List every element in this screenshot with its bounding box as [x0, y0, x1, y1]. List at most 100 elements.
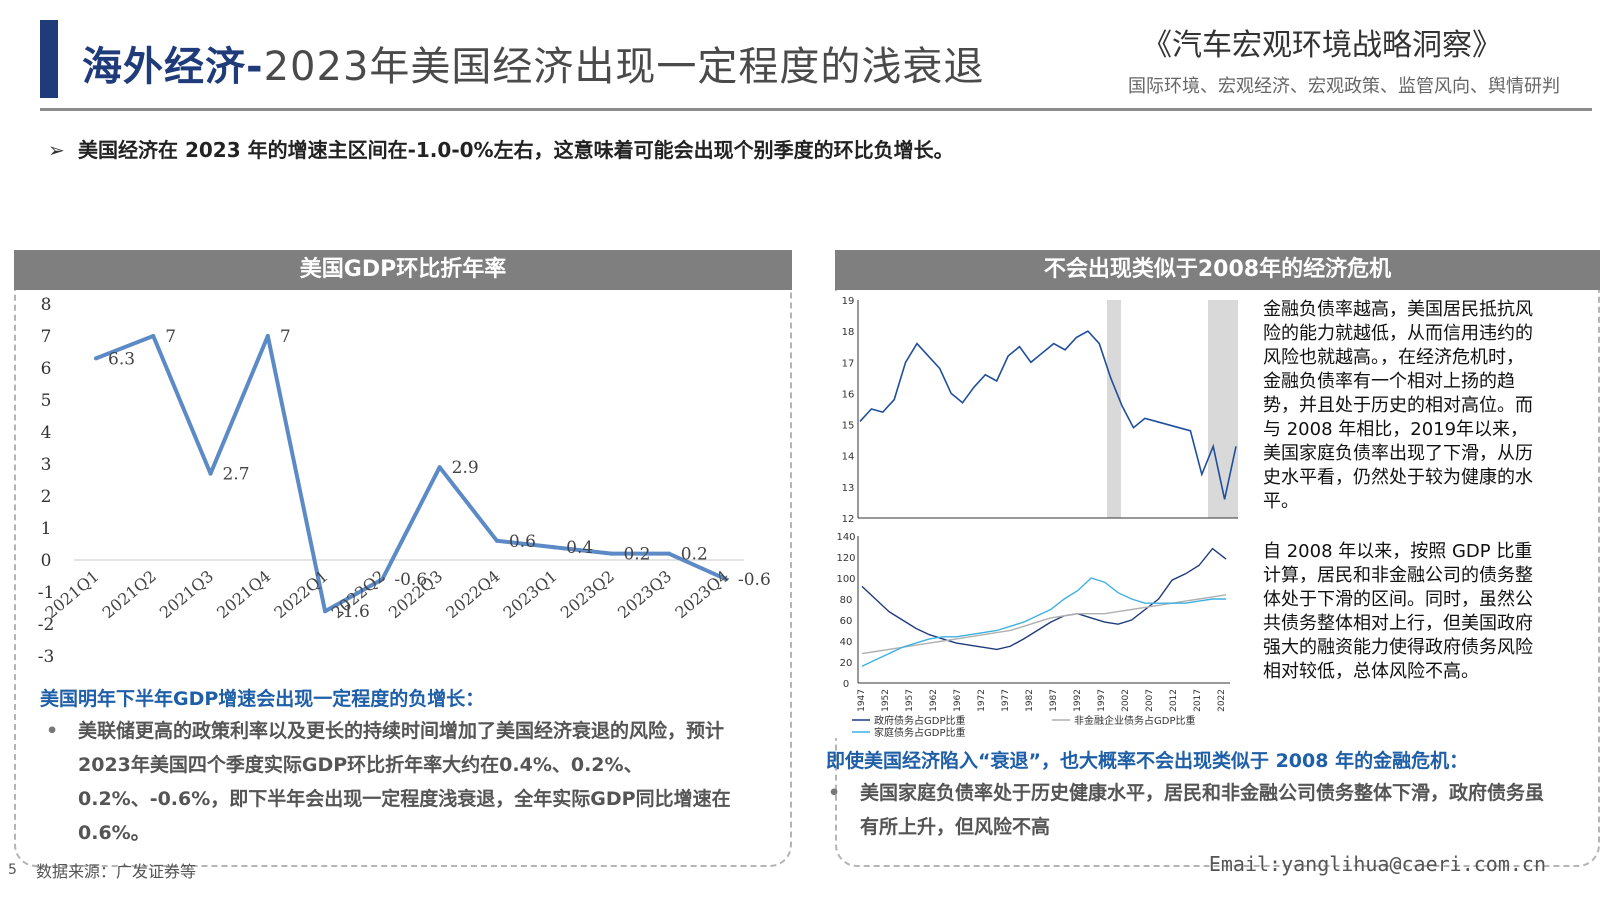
corporate-debt-line — [861, 594, 1227, 655]
government-debt-line — [861, 547, 1227, 651]
x-tick-label: 2023Q2 — [557, 567, 618, 623]
legend-label: 家庭债务占GDP比重 — [874, 726, 965, 738]
x-tick-label: 2022 — [1217, 689, 1227, 712]
y-tick-label: 3 — [41, 455, 52, 475]
data-label: 2.7 — [223, 465, 250, 485]
y-tick-label: 16 — [842, 389, 855, 400]
data-label: 7 — [165, 327, 176, 347]
data-label: -0.6 — [394, 570, 427, 590]
data-label: -0.6 — [738, 570, 771, 590]
y-tick-label: 0 — [41, 551, 52, 571]
x-tick-label: 1952 — [881, 689, 891, 712]
y-tick-label: -2 — [38, 615, 55, 635]
x-tick-label: 1987 — [1049, 689, 1059, 712]
x-tick-label: 1982 — [1025, 689, 1035, 712]
gdp-data-point — [208, 471, 213, 476]
title-accent-bar — [40, 20, 58, 98]
x-tick-label: 2007 — [1145, 689, 1155, 712]
gdp-note-text: 美联储更高的政策利率以及更长的持续时间增加了美国经济衰退的风险，预计2023年美… — [78, 720, 731, 844]
gdp-note-title: 美国明年下半年GDP增速会出现一定程度的负增长： — [40, 688, 485, 710]
brand-title: 《汽车宏观环境战略洞察》 — [1142, 28, 1502, 63]
x-tick-label: 1992 — [1073, 689, 1083, 712]
y-tick-label: 19 — [842, 296, 855, 307]
y-tick-label: 20 — [840, 658, 853, 669]
data-label: 6.3 — [108, 349, 135, 369]
data-label: 0.2 — [623, 545, 650, 565]
y-tick-label: 80 — [840, 595, 853, 606]
y-tick-label: 120 — [836, 553, 855, 564]
x-tick-label: 1977 — [1001, 689, 1011, 712]
crisis-text-2: 自 2008 年以来，按照 GDP 比重计算，居民和非金融公司的债务整体处于下滑… — [1263, 541, 1533, 682]
gdp-data-point — [552, 545, 557, 550]
y-tick-label: 1 — [41, 519, 52, 539]
household-debt-line — [861, 577, 1226, 667]
bullet-dot-icon: • — [46, 720, 59, 742]
legend-label: 非金融企业债务占GDP比重 — [1074, 714, 1195, 727]
data-label: 0.2 — [681, 545, 708, 565]
page-title-rest: 2023年美国经济出现一定程度的浅衰退 — [263, 44, 985, 90]
page-number: 5 — [8, 862, 17, 878]
debt-to-gdp-chart: 140 120 100 80 60 40 20 0 1947 1952 1957 1962 1967 19… — [830, 528, 1250, 738]
data-label: 2.9 — [452, 458, 479, 478]
crisis-note-text: 美国家庭负债率处于历史健康水平，居民和非金融公司债务整体下滑，政府债务虽有所上升… — [860, 782, 1545, 838]
household-debt-ratio-chart: 19 18 17 16 15 14 13 12 — [830, 292, 1250, 528]
y-tick-label: 7 — [41, 327, 52, 347]
summary-line: ➢ 美国经济在 2023 年的增速主区间在-1.0-0%左右，这意味着可能会出现个… — [48, 134, 954, 163]
y-tick-label: 40 — [840, 637, 853, 648]
x-tick-label: 2021Q3 — [156, 567, 217, 623]
gdp-line-chart: 8 7 6 5 4 3 2 1 0 -1 -2 -3 6.3 7 2.7 7 -1.6 -0.6 2.9 0.6 0.4… — [38, 295, 771, 667]
page-title: 海外经济-2023年美国经济出现一定程度的浅衰退 — [82, 34, 984, 92]
y-tick-label: 13 — [842, 483, 855, 494]
y-tick-label: 5 — [41, 391, 52, 411]
y-tick-label: 12 — [842, 514, 855, 525]
y-tick-label: 17 — [842, 358, 855, 369]
gdp-panel-header: 美国GDP环比折年率 — [14, 250, 792, 290]
gdp-data-point — [724, 577, 728, 582]
y-tick-label: 14 — [842, 452, 855, 463]
household-debt-ratio-line — [859, 330, 1237, 500]
x-tick-label: 2021Q4 — [213, 567, 274, 623]
y-tick-label: -1 — [38, 583, 55, 603]
gdp-data-point — [151, 334, 156, 338]
page-title-main: 海外经济- — [82, 44, 264, 90]
y-tick-label: 15 — [842, 421, 855, 432]
data-label: 7 — [280, 327, 291, 347]
gdp-note-body: • 美联储更高的政策利率以及更长的持续时间增加了美国经济衰退的风险，预计2023… — [46, 714, 768, 850]
x-tick-label: 2023Q3 — [614, 567, 675, 623]
gdp-data-point — [609, 551, 614, 556]
brand-subtitle: 国际环境、宏观经济、宏观政策、监管风向、舆情研判 — [1128, 76, 1560, 97]
data-label: 0.4 — [566, 538, 593, 558]
y-tick-label: 0 — [843, 679, 849, 690]
x-tick-label: 1967 — [953, 689, 963, 712]
data-label: -1.6 — [337, 602, 370, 622]
header-divider — [40, 108, 1592, 111]
x-tick-label: 1997 — [1097, 689, 1107, 712]
x-tick-label: 2021Q2 — [99, 567, 160, 623]
x-tick-label: 2017 — [1193, 689, 1203, 712]
x-tick-label: 1947 — [857, 689, 867, 712]
gdp-data-point — [265, 334, 270, 338]
crisis-panel-header: 不会出现类似于2008年的经济危机 — [835, 250, 1600, 290]
recession-shade-2008 — [1107, 300, 1121, 518]
gdp-data-point — [494, 538, 499, 543]
y-tick-label: 2 — [41, 487, 52, 507]
y-tick-label: 60 — [840, 616, 853, 627]
x-tick-label: 2022Q4 — [442, 567, 503, 623]
x-tick-label: 2023Q4 — [671, 567, 732, 623]
y-tick-label: 140 — [836, 532, 855, 543]
data-source: 数据来源：广发证券等 — [36, 862, 197, 881]
crisis-text-1: 金融负债率越高，美国居民抵抗风险的能力就越低，从而信用违约的风险也就越高。，在经… — [1263, 299, 1533, 512]
gdp-data-point — [380, 577, 385, 582]
x-tick-label: 2012 — [1169, 689, 1179, 712]
y-tick-label: -3 — [38, 647, 55, 667]
y-tick-label: 100 — [836, 574, 855, 585]
crisis-note-body: • 美国家庭负债率处于历史健康水平，居民和非金融公司债务整体下滑，政府债务虽有所… — [828, 776, 1550, 844]
gdp-series-line — [95, 334, 727, 614]
arrow-bullet-icon: ➢ — [48, 138, 65, 162]
recession-shade-2020 — [1208, 300, 1238, 518]
x-tick-label: 1957 — [905, 689, 915, 712]
crisis-note-title: 即使美国经济陷入“衰退”，也大概率不会出现类似于 2008 年的金融危机： — [826, 750, 1469, 772]
y-tick-label: 6 — [41, 359, 52, 379]
bullet-dot-icon: • — [828, 782, 841, 804]
x-tick-label: 2002 — [1121, 689, 1131, 712]
